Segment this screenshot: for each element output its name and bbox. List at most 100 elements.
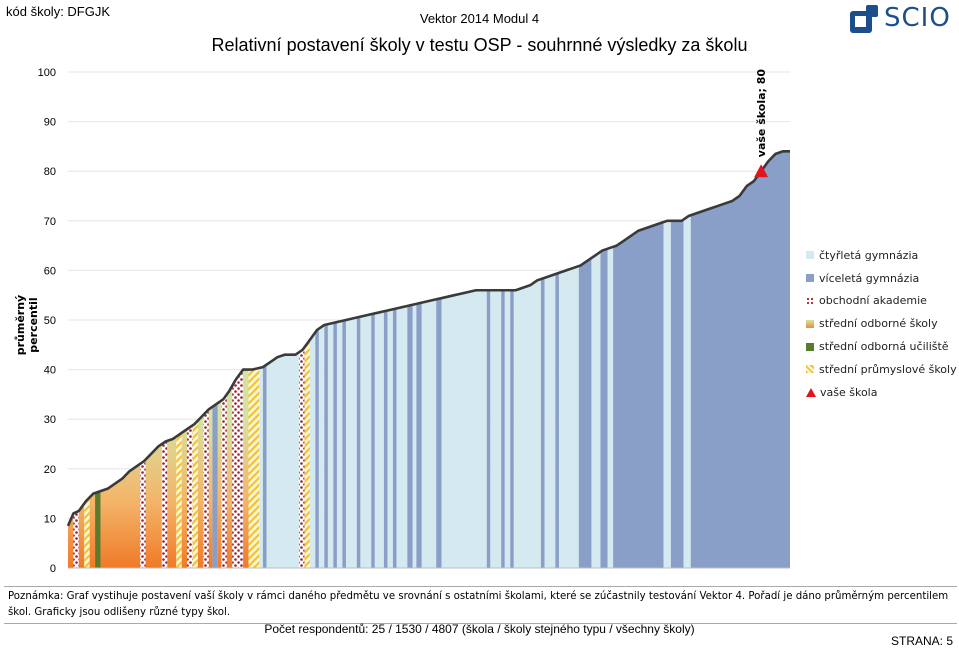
y-tick-label: 90 xyxy=(44,117,56,129)
bar-prum xyxy=(248,367,260,568)
bar-obch xyxy=(73,510,79,568)
legend-label: střední odborné školy xyxy=(819,317,938,331)
note-text: Poznámka: Graf vystihuje postavení vaší … xyxy=(8,591,949,618)
respondents-count: Počet respondentů: 25 / 1530 / 4807 (ško… xyxy=(264,622,695,636)
y-tick-label: 60 xyxy=(44,265,56,277)
y-tick-label: 100 xyxy=(38,67,56,79)
bar-ctyr xyxy=(318,324,325,568)
legend: čtyřletá gymnázia víceletá gymnázia obchod… xyxy=(806,244,957,404)
bar-ctyr xyxy=(327,322,334,568)
school-marker xyxy=(754,164,769,178)
bar-sos xyxy=(208,406,213,568)
bar-sos xyxy=(89,492,96,568)
school-code: kód školy: DFGJK xyxy=(6,4,111,19)
legend-swatch-sou xyxy=(806,342,814,351)
bar-obch xyxy=(140,459,146,568)
bar-obch xyxy=(203,409,209,568)
y-tick-label: 80 xyxy=(44,166,56,178)
legend-swatch-obch xyxy=(806,296,814,305)
bar-sou xyxy=(95,491,101,568)
bar-ctyr xyxy=(396,305,408,568)
bar-prum xyxy=(84,497,90,568)
legend-item-vase: vaše škola xyxy=(806,381,957,404)
bar-ctyr xyxy=(441,290,487,568)
bar-prum xyxy=(192,420,198,568)
bar-ctyr xyxy=(544,274,556,568)
bar-vice xyxy=(690,151,790,569)
legend-label: čtyřletá gymnázia xyxy=(819,248,919,262)
bar-ctyr xyxy=(607,246,614,568)
bar-ctyr xyxy=(490,290,502,568)
y-tick-label: 10 xyxy=(44,513,56,525)
percentile-line xyxy=(66,150,790,527)
y-tick-label: 50 xyxy=(44,315,56,327)
module-label: Vektor 2014 Modul 4 xyxy=(419,11,540,26)
school-bars xyxy=(68,151,790,569)
bar-ctyr xyxy=(421,299,437,568)
bar-vice xyxy=(613,222,664,569)
bar-vice xyxy=(212,403,218,568)
bar-sos xyxy=(68,513,74,568)
bar-vice xyxy=(342,320,346,568)
legend-swatch-ctyr xyxy=(806,251,814,260)
bar-ctyr xyxy=(345,317,357,568)
legend-label: střední průmyslové školy xyxy=(819,362,957,376)
bar-ctyr xyxy=(513,279,541,568)
y-tick-label: 0 xyxy=(50,563,56,575)
bar-vice xyxy=(436,298,442,568)
y-tick-label: 40 xyxy=(44,365,56,377)
bar-ctyr xyxy=(591,251,601,569)
bar-obch xyxy=(299,347,305,568)
legend-item-sos: střední odborné školy xyxy=(806,312,957,335)
bar-vice xyxy=(600,248,608,568)
bar-vice xyxy=(407,304,413,568)
bar-vice xyxy=(578,258,592,568)
bar-vice xyxy=(383,310,388,568)
bar-sos xyxy=(167,436,177,568)
school-marker-label: vaše škola; 80 xyxy=(755,69,768,158)
legend-swatch-sos xyxy=(806,319,814,328)
bar-ctyr xyxy=(412,303,417,568)
bar-obch xyxy=(161,440,168,568)
bar-ctyr xyxy=(360,314,372,568)
bar-sos xyxy=(197,414,204,568)
bar-sos xyxy=(243,369,249,568)
bar-prum xyxy=(304,339,310,568)
school-marker-layer: vaše škola; 80 xyxy=(754,69,769,178)
bar-sos xyxy=(145,444,162,568)
legend-item-ctyr: čtyřletá gymnázia xyxy=(806,244,957,267)
legend-label: vaše škola xyxy=(820,385,878,399)
bar-vice xyxy=(670,219,684,568)
bar-obch xyxy=(232,377,238,568)
bar-vice xyxy=(324,324,328,568)
bar-obch xyxy=(221,394,227,568)
bar-vice xyxy=(315,328,319,568)
bar-vice xyxy=(555,272,559,568)
bar-ctyr xyxy=(663,220,671,569)
legend-item-obch: obchodní akademie xyxy=(806,290,957,313)
legend-label: obchodní akademie xyxy=(819,294,927,308)
legend-item-vice: víceletá gymnázia xyxy=(806,267,957,290)
bar-sos xyxy=(78,503,85,568)
bar-vice xyxy=(540,277,545,568)
bar-ctyr xyxy=(266,352,300,568)
bar-ctyr xyxy=(259,367,263,568)
y-tick-label: 20 xyxy=(44,464,56,476)
percentile-line-layer xyxy=(66,150,790,569)
note-box xyxy=(4,586,957,624)
y-tick-label: 30 xyxy=(44,414,56,426)
legend-swatch-vice xyxy=(806,274,814,283)
bar-ctyr xyxy=(374,311,384,568)
bar-vice xyxy=(416,302,422,568)
bar-ctyr xyxy=(387,309,393,568)
y-tick-label: 70 xyxy=(44,216,56,228)
page-title: Relativní postavení školy v testu OSP - … xyxy=(211,35,748,55)
bar-sos xyxy=(226,385,233,568)
bar-vice xyxy=(262,364,267,568)
legend-swatch-prum xyxy=(806,365,814,374)
logo-text: SCIO xyxy=(884,3,951,33)
bar-vice xyxy=(371,313,375,568)
legend-label: střední odborná učiliště xyxy=(819,340,949,354)
bar-ctyr xyxy=(336,320,343,568)
